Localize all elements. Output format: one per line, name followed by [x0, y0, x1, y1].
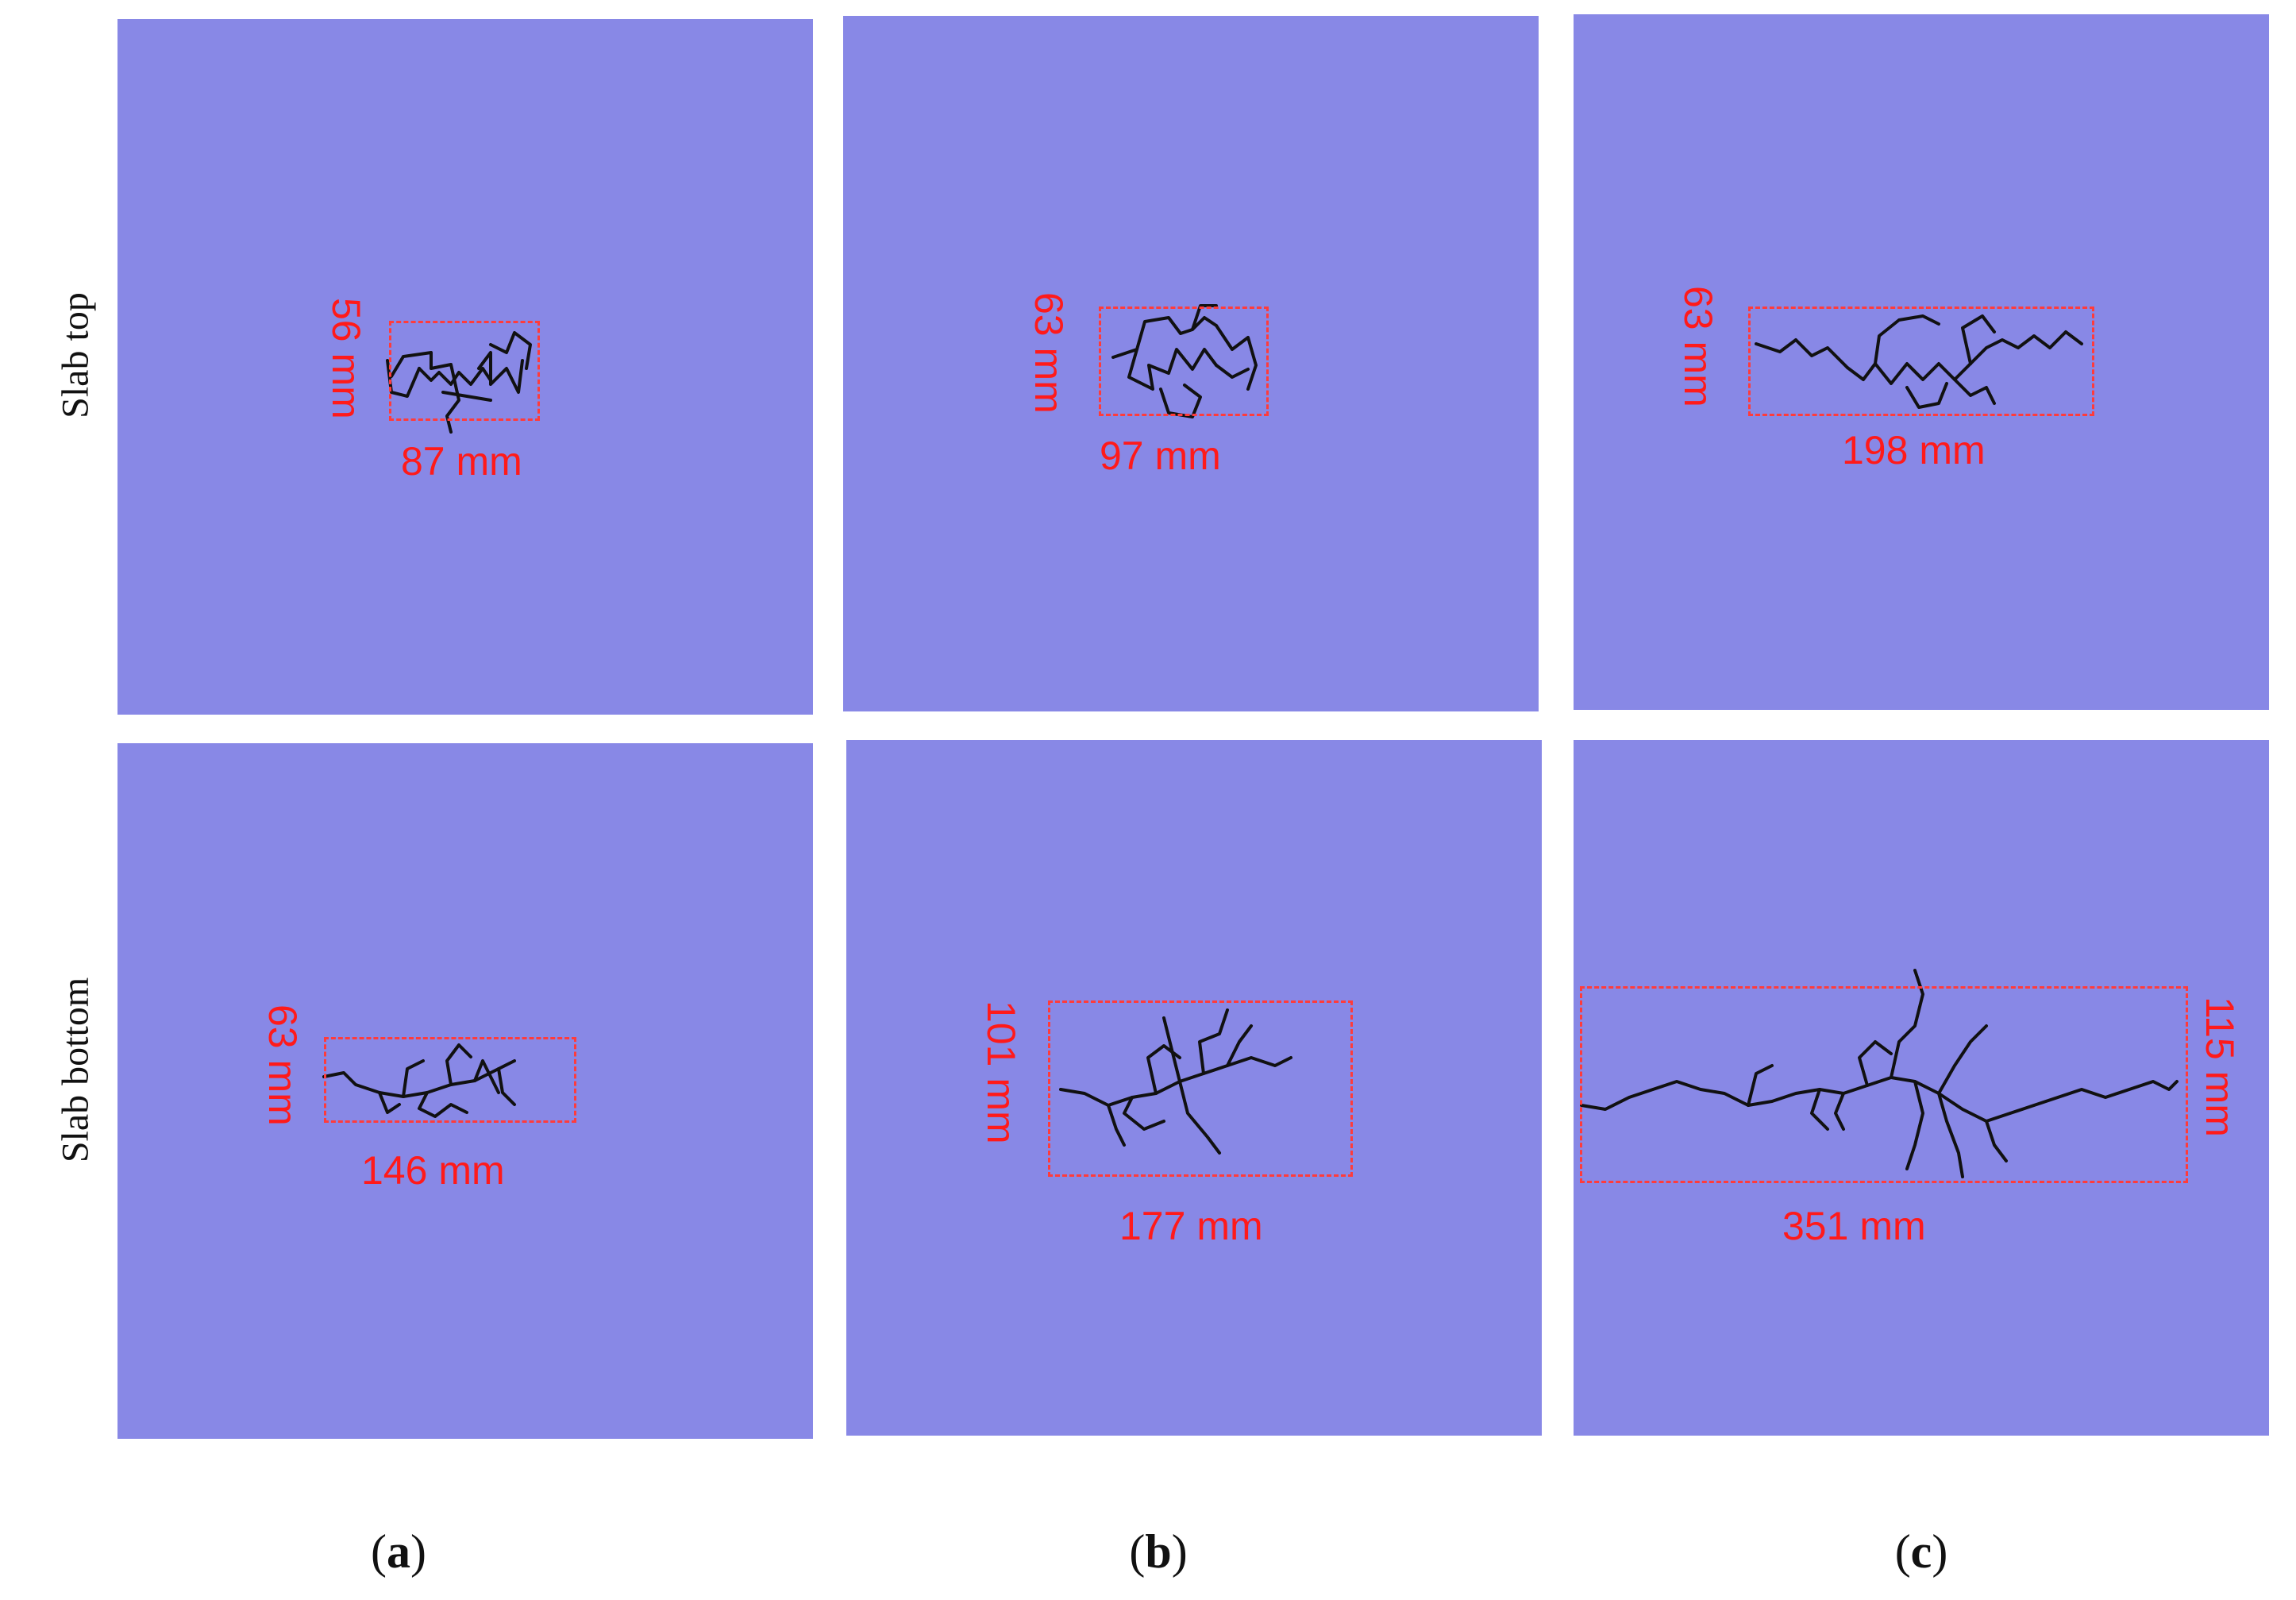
dimension-box-b-top: [1099, 307, 1269, 416]
column-label-b: (b): [1129, 1525, 1188, 1578]
height-label-b-top: 63 mm: [1027, 292, 1071, 414]
column-label-c: (c): [1894, 1525, 1948, 1578]
crack-pattern-c-bottom: [1580, 969, 2179, 1178]
height-label-a-bottom: 63 mm: [260, 1004, 305, 1126]
width-label-a-top: 87 mm: [401, 439, 522, 484]
panel-c-top: [1574, 14, 2269, 710]
row-label-slab-top: Slab top: [54, 292, 97, 418]
dimension-box-b-bottom: [1048, 1000, 1353, 1177]
panel-b-bottom: [846, 740, 1542, 1436]
width-label-b-top: 97 mm: [1100, 434, 1221, 478]
dimension-box-c-top: [1748, 307, 2094, 416]
crack-pattern-a-bottom: [322, 1043, 516, 1118]
height-label-b-bottom: 101 mm: [979, 1000, 1023, 1144]
width-label-a-bottom: 146 mm: [361, 1148, 505, 1193]
crack-pattern-b-bottom: [1059, 1008, 1292, 1155]
width-label-c-bottom: 351 mm: [1782, 1204, 1926, 1248]
row-label-slab-bottom: Slab bottom: [54, 977, 97, 1163]
dimension-box-a-top: [389, 321, 540, 421]
panel-a-bottom: [117, 743, 813, 1439]
crack-pattern-c-top: [1755, 314, 2083, 409]
height-label-a-top: 56 mm: [324, 298, 368, 419]
panel-b-top: [843, 16, 1539, 711]
dimension-box-a-bottom: [324, 1037, 576, 1123]
crack-pattern-b-top: [1111, 304, 1258, 418]
panel-c-bottom: [1574, 740, 2269, 1436]
width-label-c-top: 198 mm: [1842, 428, 1986, 472]
height-label-c-bottom: 115 mm: [2198, 997, 2242, 1137]
column-label-a: (a): [371, 1525, 426, 1578]
dimension-box-c-bottom: [1580, 986, 2188, 1183]
height-label-c-top: 63 mm: [1676, 286, 1720, 407]
width-label-b-bottom: 177 mm: [1119, 1204, 1263, 1248]
panel-a-top: [117, 19, 813, 715]
